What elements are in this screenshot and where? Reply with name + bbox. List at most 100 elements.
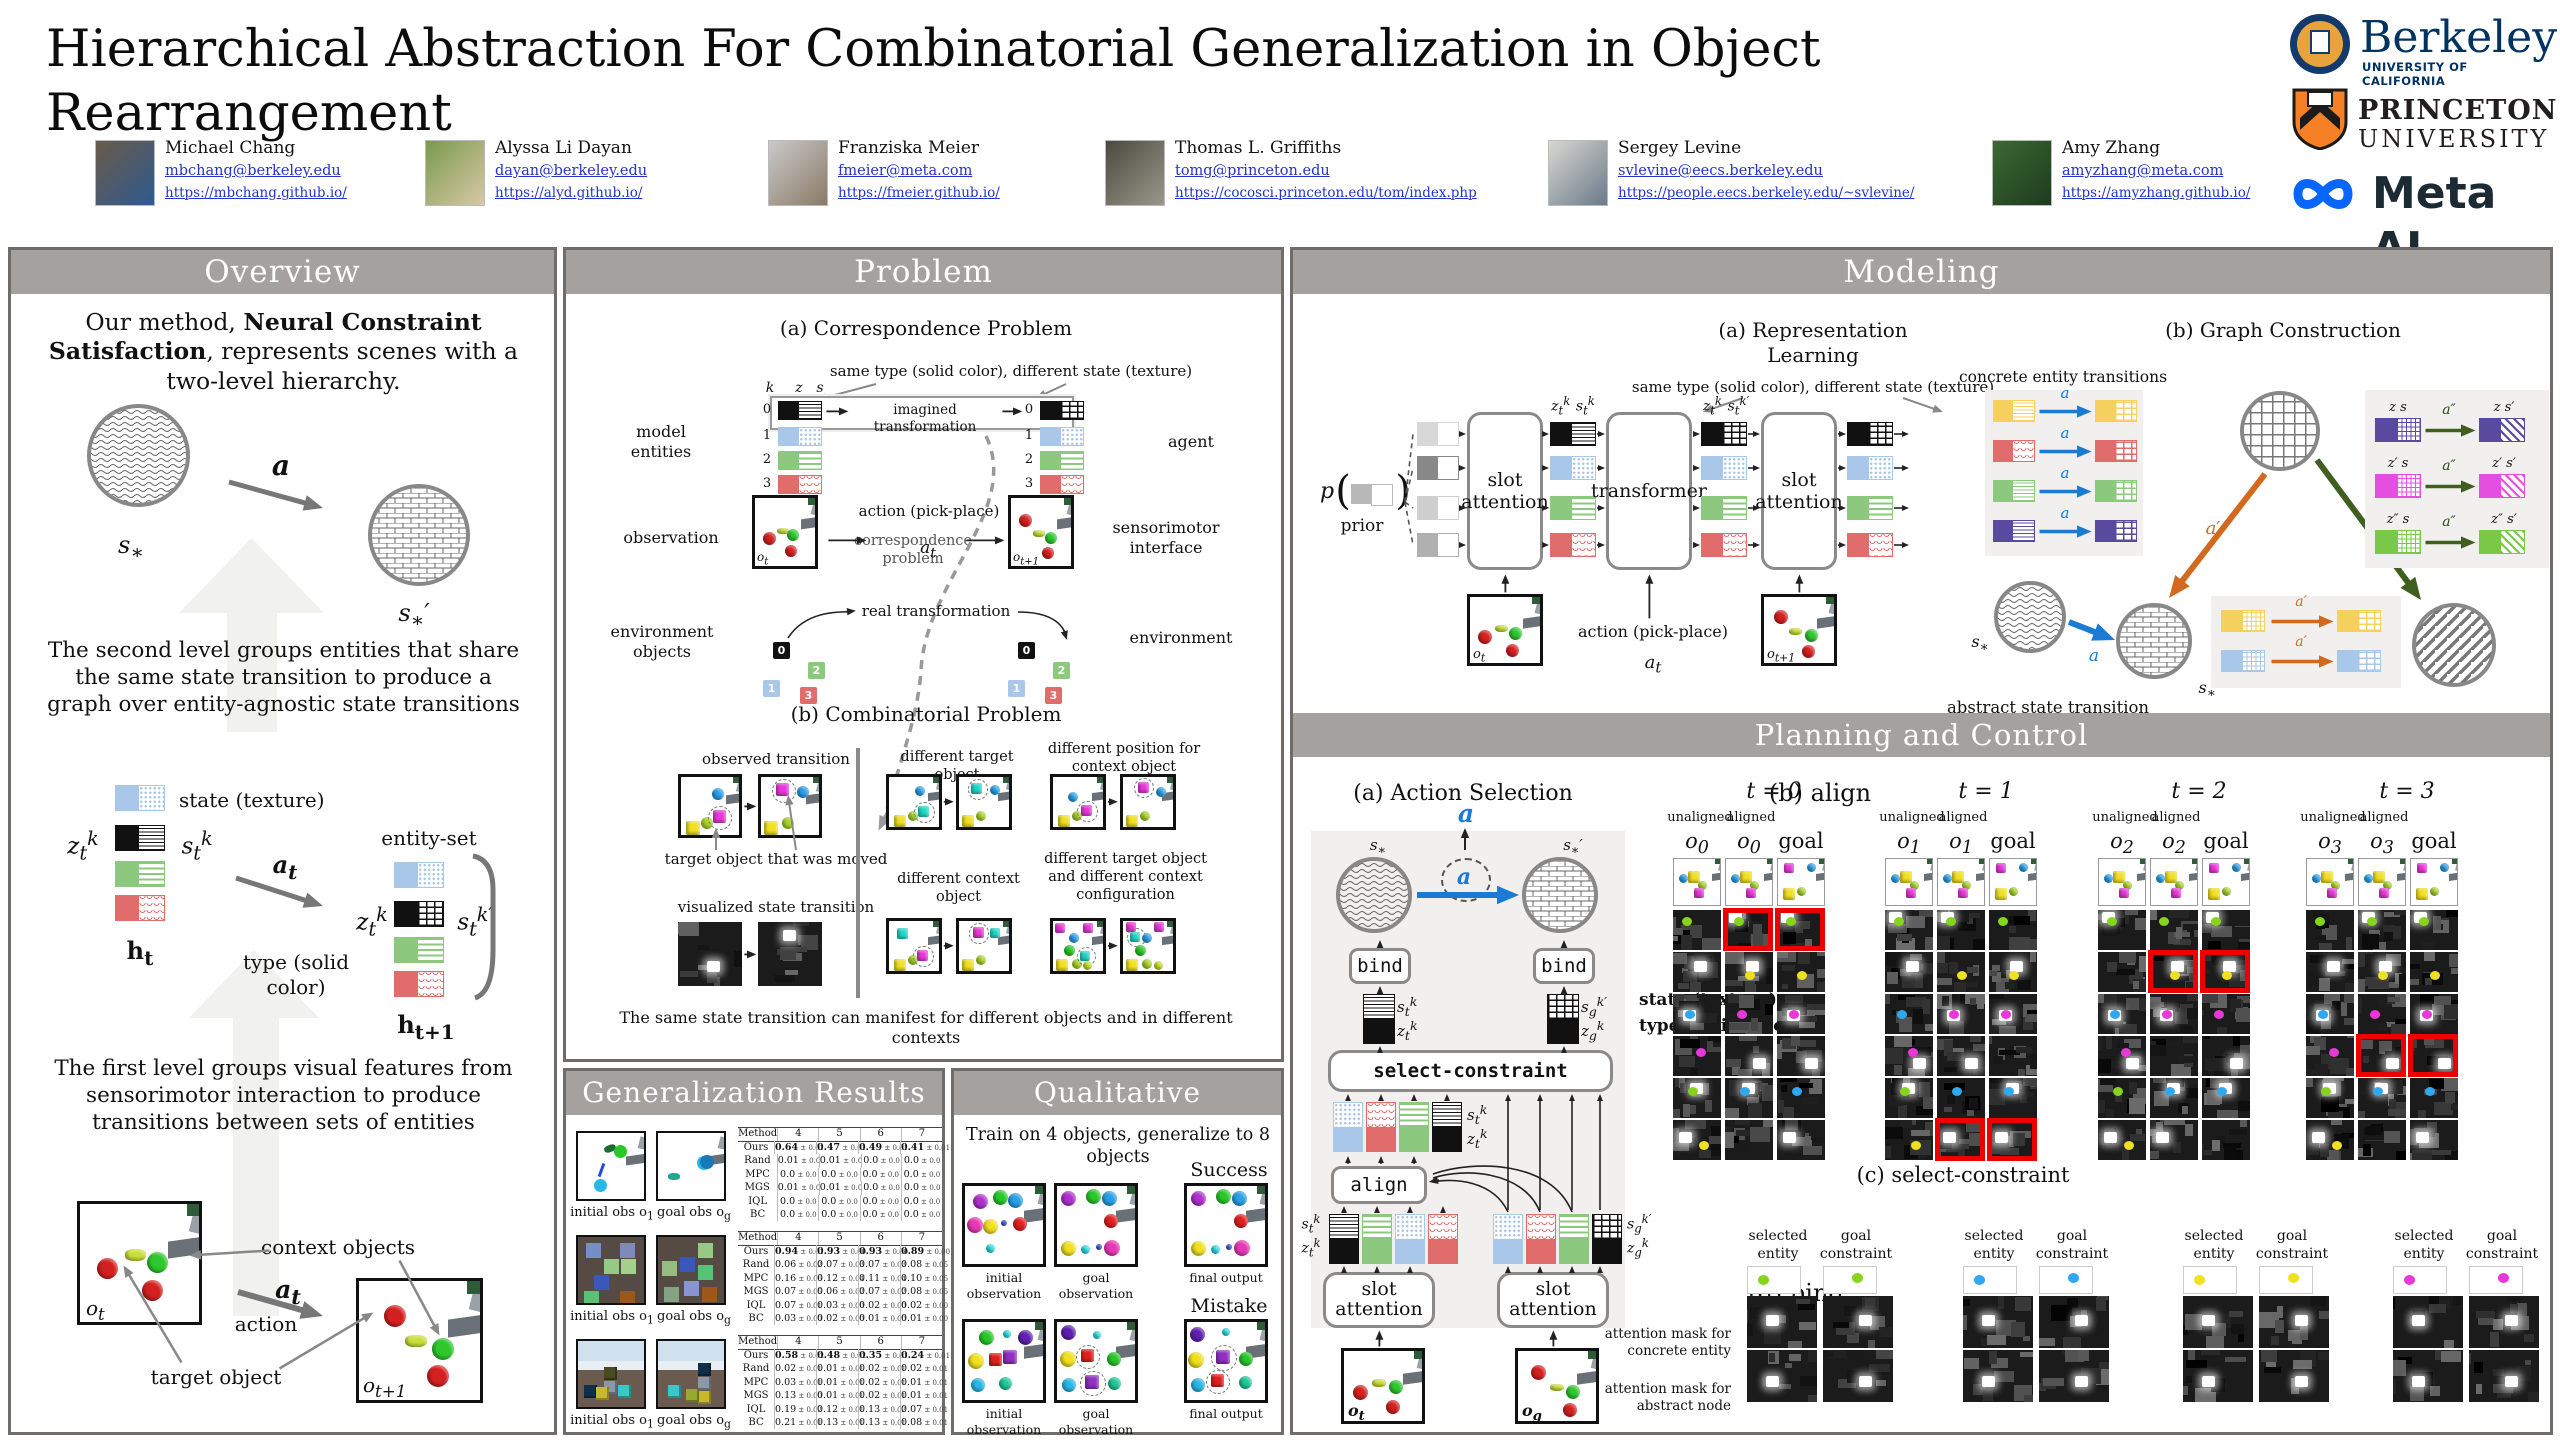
concrete-after-block xyxy=(2095,440,2137,462)
author-email[interactable]: dayan@berkeley.edu xyxy=(495,163,648,179)
slot-block xyxy=(1847,496,1893,520)
decoration xyxy=(1769,1353,1775,1362)
object-icon xyxy=(2378,887,2389,898)
author-url[interactable]: https://people.eecs.berkeley.edu/~svlevi… xyxy=(1618,185,1915,201)
object-dot-icon xyxy=(2419,917,2430,926)
author-url[interactable]: https://cocosci.princeton.edu/tom/index.… xyxy=(1175,185,1477,201)
decoration xyxy=(2434,996,2451,1005)
author-url[interactable]: https://mbchang.github.io/ xyxy=(165,185,347,201)
prior-entity-block xyxy=(1417,456,1459,480)
decoration xyxy=(1916,1106,1933,1115)
decoration xyxy=(1701,422,1722,446)
decoration xyxy=(1040,475,1060,494)
decoration xyxy=(1896,938,1915,950)
decoration xyxy=(2223,1143,2241,1148)
decoration xyxy=(1777,928,1793,934)
attention-mask-tile xyxy=(2098,994,2146,1034)
decoration xyxy=(1726,1059,1741,1067)
decoration xyxy=(1809,1079,1822,1094)
object-icon xyxy=(2364,873,2374,883)
s-star-prime-node xyxy=(1522,857,1598,933)
h-t1-label: ht+1 xyxy=(397,1010,455,1044)
decoration xyxy=(1685,1105,1696,1114)
decoration xyxy=(1937,952,1945,964)
decoration xyxy=(698,1391,711,1404)
align-scene-thumb xyxy=(1777,858,1825,906)
decoration xyxy=(2357,650,2381,672)
environment-object-chip: 0 xyxy=(773,642,790,659)
decoration xyxy=(1923,963,1933,974)
o-t-label: ot xyxy=(757,550,769,568)
attention-mask-tile xyxy=(2202,1078,2250,1118)
slot-block xyxy=(1395,1214,1425,1264)
decoration xyxy=(1925,937,1933,950)
author-email[interactable]: amyzhang@meta.com xyxy=(2062,163,2224,179)
object-icon xyxy=(1096,1244,1102,1251)
attention-mask-tile xyxy=(2410,994,2458,1034)
dashed-circle-annotation xyxy=(968,922,990,944)
author-email[interactable]: mbchang@berkeley.edu xyxy=(165,163,341,179)
table-header-cell: 7 xyxy=(900,1232,942,1245)
author-email[interactable]: fmeier@meta.com xyxy=(838,163,973,179)
decoration xyxy=(2202,954,2211,961)
decoration xyxy=(2344,1018,2354,1025)
attention-mask-tile xyxy=(1989,1078,2037,1118)
method-cell: Rand xyxy=(742,1259,770,1271)
decoration xyxy=(790,947,807,952)
dashed-circle-annotation xyxy=(913,946,934,968)
object-icon xyxy=(1054,922,1065,933)
author-url[interactable]: https://fmeier.github.io/ xyxy=(838,185,1000,201)
unaligned-label: unaligned xyxy=(1667,810,1733,825)
z-s-prime-header: ztk stk′ xyxy=(1702,394,1750,418)
value-cell: 0.21 ± 0.01 xyxy=(774,1416,823,1430)
decoration xyxy=(2183,924,2198,930)
object-icon xyxy=(1001,1219,1008,1226)
diff-position-after xyxy=(1120,774,1176,830)
bind-box: bind xyxy=(1533,948,1595,984)
object-icon xyxy=(976,955,987,966)
decoration xyxy=(2129,1098,2145,1114)
decoration xyxy=(1981,1314,1995,1326)
object-icon xyxy=(1103,1214,1118,1229)
decoration xyxy=(2236,1008,2250,1022)
decoration xyxy=(2325,971,2345,976)
author-email[interactable]: svlevine@eecs.berkeley.edu xyxy=(1618,163,1823,179)
object-dot-icon xyxy=(2321,1086,2332,1096)
decoration xyxy=(2140,859,2145,864)
decoration xyxy=(2020,1097,2027,1103)
robot-arm-icon xyxy=(1975,871,1984,881)
decoration xyxy=(1925,1122,1933,1136)
decoration xyxy=(1329,1240,1359,1264)
author-email[interactable]: tomg@princeton.edu xyxy=(1175,163,1330,179)
decoration xyxy=(2314,1004,2331,1011)
decoration xyxy=(1943,1132,1956,1143)
decoration xyxy=(2432,1004,2445,1015)
action-label: action xyxy=(234,1312,298,1336)
decoration xyxy=(2027,1010,2037,1015)
object-icon xyxy=(1082,922,1093,933)
diff-position-before xyxy=(1050,774,1106,830)
unaligned-label: unaligned xyxy=(2300,810,2366,825)
decoration xyxy=(933,921,939,927)
object-dot-icon xyxy=(1797,971,1808,981)
o-t-image: ot xyxy=(1341,1348,1425,1424)
goal-obs-label: goal obs og xyxy=(657,1413,731,1431)
decoration xyxy=(2130,1134,2145,1141)
value-cell: 0.35 ± 0.01 xyxy=(858,1349,909,1363)
author-name: Sergey Levine xyxy=(1618,138,1742,158)
level2-text: The second level groups entities that sh… xyxy=(47,638,520,717)
decoration xyxy=(1690,982,1701,992)
object-dot-icon xyxy=(2498,1273,2509,1283)
decoration xyxy=(2357,610,2381,632)
attention-mask-tile xyxy=(2306,910,2354,950)
decoration xyxy=(1777,1044,1782,1059)
author-url[interactable]: https://alyd.github.io/ xyxy=(495,185,643,201)
decoration xyxy=(1906,960,1920,972)
entity-block xyxy=(115,785,165,811)
author-url[interactable]: https://amyzhang.github.io/ xyxy=(2062,185,2251,201)
decoration xyxy=(1060,401,1084,420)
decoration xyxy=(2114,440,2137,462)
decoration xyxy=(2365,977,2386,986)
s-star-prime-label: s∗′ xyxy=(398,599,430,632)
decoration xyxy=(138,861,165,887)
